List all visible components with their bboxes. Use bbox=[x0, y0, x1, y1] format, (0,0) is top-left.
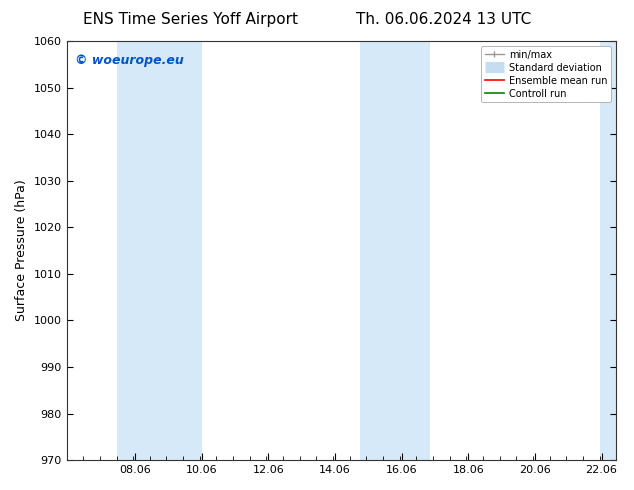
Text: Th. 06.06.2024 13 UTC: Th. 06.06.2024 13 UTC bbox=[356, 12, 531, 27]
Bar bbox=[117, 41, 202, 460]
Text: © woeurope.eu: © woeurope.eu bbox=[75, 53, 183, 67]
Bar bbox=[600, 41, 616, 460]
Bar bbox=[359, 41, 430, 460]
Legend: min/max, Standard deviation, Ensemble mean run, Controll run: min/max, Standard deviation, Ensemble me… bbox=[481, 46, 611, 102]
Y-axis label: Surface Pressure (hPa): Surface Pressure (hPa) bbox=[15, 180, 28, 321]
Text: ENS Time Series Yoff Airport: ENS Time Series Yoff Airport bbox=[82, 12, 298, 27]
